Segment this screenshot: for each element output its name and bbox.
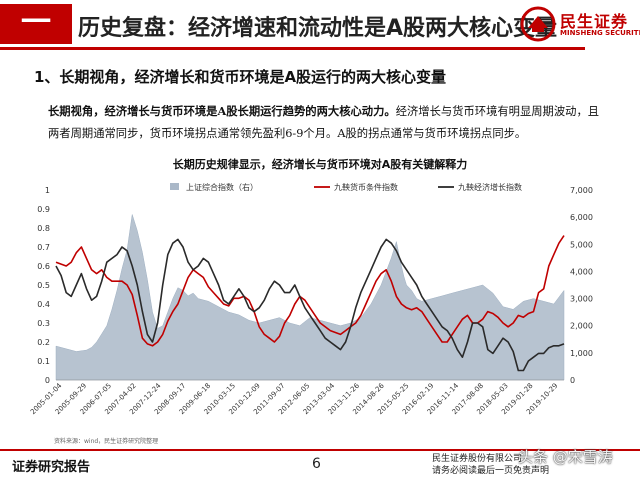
y-right-tick-label: 5,000 xyxy=(570,240,593,249)
series-area-shanghai-index xyxy=(55,214,565,381)
logo-text-en: MINSHENG SECURITIES xyxy=(560,29,640,37)
description-paragraph: 长期视角，经济增长与货币环境是A股长期运行趋势的两大核心动力。经济增长与货币环境… xyxy=(48,100,608,145)
source-note: 资料来源：wind，民生证券研究院整理 xyxy=(54,438,159,445)
series-line-growth-index xyxy=(55,238,565,372)
minsheng-logo-icon xyxy=(520,6,556,42)
header-bar: 一 历史复盘：经济增速和流动性是A股两大核心变量 民生证券 MINSHENG S… xyxy=(0,0,640,52)
page-number: 6 xyxy=(312,456,321,472)
y-right-tick-label: 4,000 xyxy=(570,267,593,276)
legend-swatch-shanghai-index xyxy=(170,183,179,190)
chart-title: 长期历史规律显示，经济增长与货币环境对A股有关键解释力 xyxy=(172,158,468,171)
y-right-tick-label: 6,000 xyxy=(570,213,593,222)
y-left-tick-label: 0.1 xyxy=(37,357,50,366)
logo-text-cn: 民生证券 xyxy=(560,12,629,31)
legend-label: 九鞅经济增长指数 xyxy=(458,182,522,192)
y-right-tick-label: 7,000 xyxy=(570,186,593,195)
y-left-tick-label: 0.8 xyxy=(37,224,50,233)
line-chart: 0 0.1 0.2 0.3 0.4 0.5 0.6 0.7 0.8 0.9 1 0 1,000 2,000… xyxy=(30,182,593,416)
y-left-tick-label: 0 xyxy=(45,376,50,385)
footer-disclaimer-note: 请务必阅读最后一页免责声明 xyxy=(432,466,550,476)
description-text: 经济增长与货币环境有明显周期波动，且两者周期通常同步，货币环境拐点通常领先盈利6… xyxy=(48,105,600,140)
y-right-tick-label: 2,000 xyxy=(570,322,593,331)
brand-logo: 民生证券 MINSHENG SECURITIES xyxy=(520,6,640,46)
footer-disclaimer: 民生证券股份有限公司 请务必阅读最后一页免责声明 xyxy=(432,453,549,477)
watermark: 头条 @宋雪涛 xyxy=(518,448,613,466)
y-right-tick-label: 3,000 xyxy=(570,295,593,304)
footer-report-label: 证券研究报告 xyxy=(12,460,91,475)
page-title: 历史复盘：经济增速和流动性是A股两大核心变量 xyxy=(78,16,558,41)
series-line-monetary-index xyxy=(55,235,565,347)
footer-company: 民生证券股份有限公司 xyxy=(432,454,523,464)
y-left-tick-label: 0.4 xyxy=(37,300,50,309)
y-left-tick-label: 0.6 xyxy=(37,262,50,271)
legend-label: 九鞅货币条件指数 xyxy=(334,182,398,192)
y-left-tick-label: 0.7 xyxy=(37,243,50,252)
y-right-tick-label: 0 xyxy=(570,376,575,385)
y-left-tick-label: 0.2 xyxy=(37,338,50,347)
footer-divider xyxy=(0,449,640,451)
description-bold: 长期视角，经济增长与货币环境是A股长期运行趋势的两大核心动力。 xyxy=(48,104,396,118)
y-left-tick-label: 0.3 xyxy=(37,319,50,328)
legend-label: 上证综合指数（右） xyxy=(186,182,258,192)
y-left-tick-label: 0.9 xyxy=(37,205,50,214)
y-right-tick-label: 1,000 xyxy=(570,349,593,358)
header-divider xyxy=(0,47,585,50)
y-left-tick-label: 0.5 xyxy=(37,281,50,290)
section-tag: 一 xyxy=(0,4,72,44)
section-subtitle: 1、长期视角，经济增长和货币环境是A股运行的两大核心变量 xyxy=(34,68,447,86)
y-left-tick-label: 1 xyxy=(45,186,50,195)
